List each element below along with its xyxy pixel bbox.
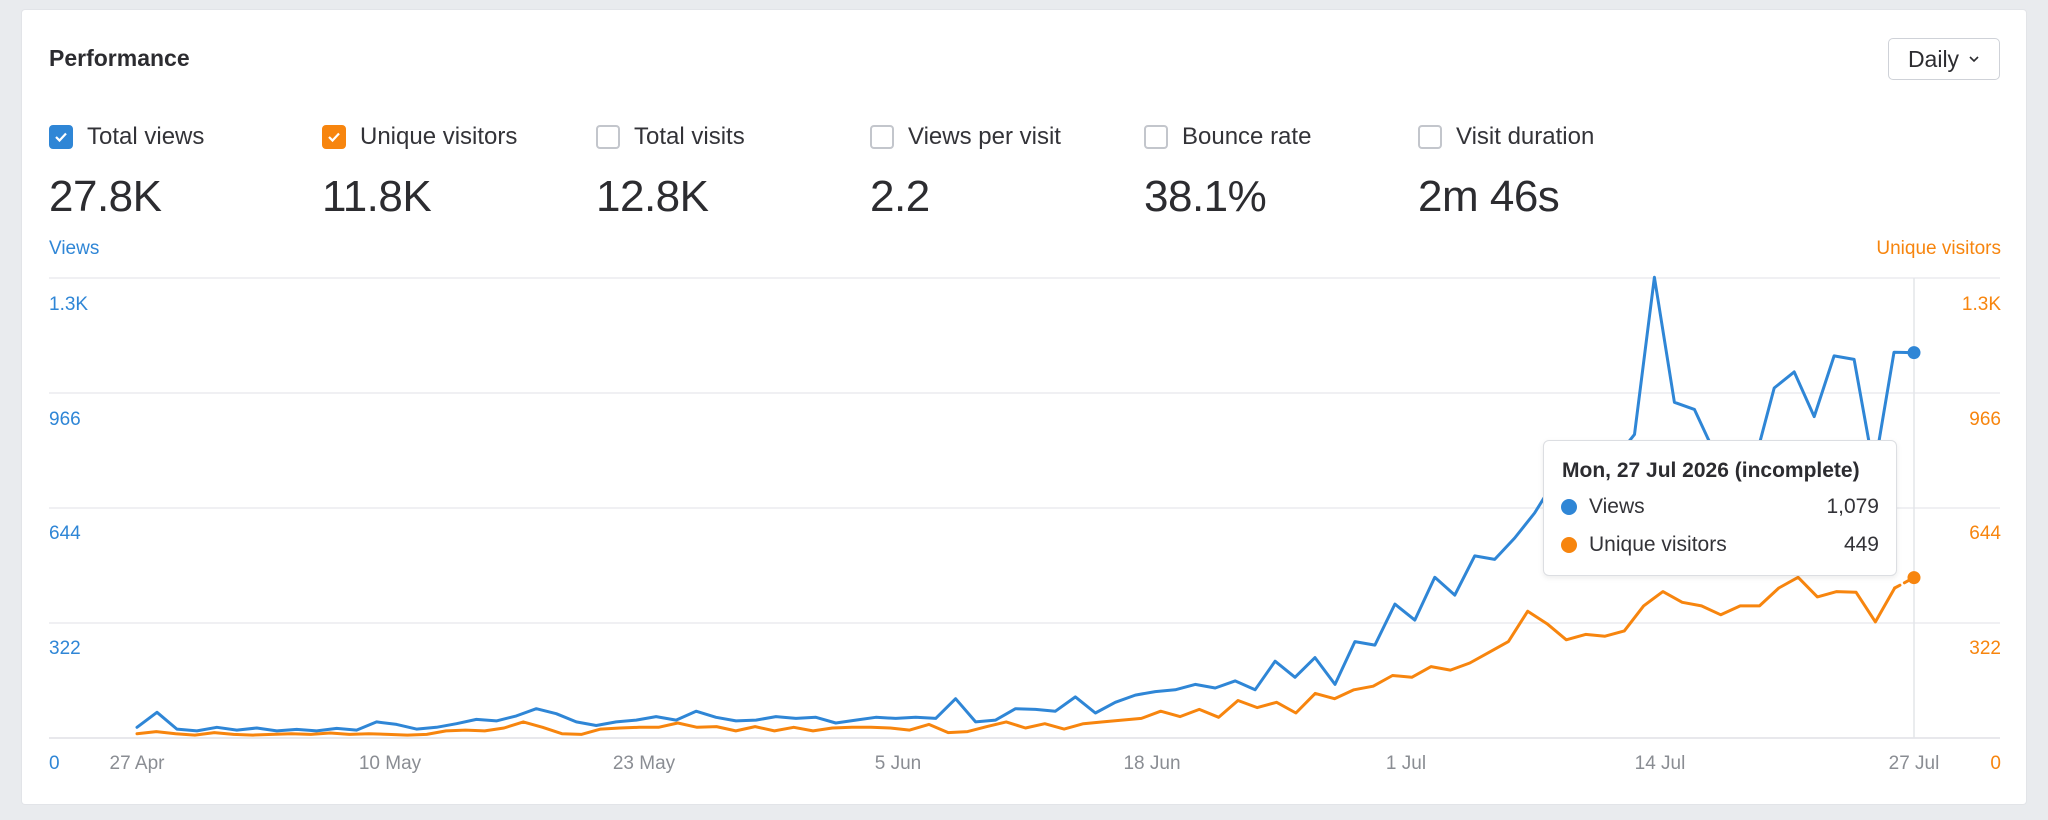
metric-value: 11.8K xyxy=(322,172,432,221)
y-tick-left: 322 xyxy=(49,638,81,659)
right-axis-title: Unique visitors xyxy=(1876,238,2001,259)
metric-unique-visitors[interactable]: Unique visitors 11.8K xyxy=(322,120,582,222)
metric-views-per-visit[interactable]: Views per visit 2.2 xyxy=(870,120,1130,222)
card-title: Performance xyxy=(49,45,190,71)
y-tick-right: 1.3K xyxy=(1961,294,2001,315)
y-tick-right: 966 xyxy=(1969,409,2001,430)
metric-value: 2.2 xyxy=(870,172,930,221)
tooltip-row-label: Unique visitors xyxy=(1589,533,1727,556)
x-tick: 27 Apr xyxy=(109,753,165,774)
checkbox-checked-icon[interactable] xyxy=(49,125,73,149)
metric-value: 27.8K xyxy=(49,172,162,221)
y-tick-right: 644 xyxy=(1969,523,2001,544)
chevron-down-icon xyxy=(1969,56,1979,63)
views-last-point xyxy=(1907,346,1921,360)
metric-label: Total visits xyxy=(634,123,745,150)
metric-label: Visit duration xyxy=(1456,123,1595,150)
unique-visitors-series-line xyxy=(135,575,1897,737)
x-tick: 23 May xyxy=(612,753,676,774)
tooltip-row-value: 1,079 xyxy=(1826,495,1879,518)
y-tick-left: 0 xyxy=(49,753,60,774)
tooltip-row-unique: Unique visitors 449 xyxy=(1561,531,1879,559)
x-tick: 18 Jun xyxy=(1123,753,1181,774)
checkbox-checked-icon[interactable] xyxy=(322,125,346,149)
x-tick: 27 Jul xyxy=(1888,753,1940,774)
metric-value: 38.1% xyxy=(1144,172,1267,221)
checkbox-unchecked-icon[interactable] xyxy=(596,125,620,149)
metric-label: Total views xyxy=(87,123,205,150)
x-tick: 10 May xyxy=(358,753,422,774)
left-axis-title: Views xyxy=(49,238,100,259)
x-tick: 1 Jul xyxy=(1385,753,1427,774)
range-select-label: Daily xyxy=(1907,45,1960,72)
checkbox-unchecked-icon[interactable] xyxy=(1144,125,1168,149)
metric-label: Bounce rate xyxy=(1182,123,1312,150)
tooltip-row-value: 449 xyxy=(1843,533,1879,556)
checkbox-unchecked-icon[interactable] xyxy=(870,125,894,149)
y-tick-right: 322 xyxy=(1969,638,2001,659)
chart-tooltip: Mon, 27 Jul 2026 (incomplete) xyxy=(1543,440,1897,576)
tooltip-title: Mon, 27 Jul 2026 (incomplete) xyxy=(1562,459,1860,482)
views-dot-icon xyxy=(1561,499,1577,515)
unique-dot-icon xyxy=(1561,537,1577,553)
y-tick-right: 0 xyxy=(1990,753,2001,774)
metric-total-visits[interactable]: Total visits 12.8K xyxy=(596,120,856,222)
tooltip-row-label: Views xyxy=(1589,495,1645,518)
metric-label: Unique visitors xyxy=(360,123,518,150)
metric-value: 2m 46s xyxy=(1418,172,1560,221)
metric-label: Views per visit xyxy=(908,123,1061,150)
x-tick: 14 Jul xyxy=(1634,753,1686,774)
y-tick-left: 1.3K xyxy=(49,294,89,315)
tooltip-row-views: Views 1,079 xyxy=(1561,493,1879,521)
metric-total-views[interactable]: Total views 27.8K xyxy=(49,120,309,222)
range-select-button[interactable]: Daily xyxy=(1888,38,2000,80)
checkbox-unchecked-icon[interactable] xyxy=(1418,125,1442,149)
metric-visit-duration[interactable]: Visit duration 2m 46s xyxy=(1418,120,1678,222)
y-tick-left: 644 xyxy=(49,523,81,544)
metric-bounce-rate[interactable]: Bounce rate 38.1% xyxy=(1144,120,1404,222)
unique-visitors-last-point xyxy=(1907,571,1921,585)
x-tick: 5 Jun xyxy=(874,753,922,774)
metric-value: 12.8K xyxy=(596,172,709,221)
y-tick-left: 966 xyxy=(49,409,81,430)
